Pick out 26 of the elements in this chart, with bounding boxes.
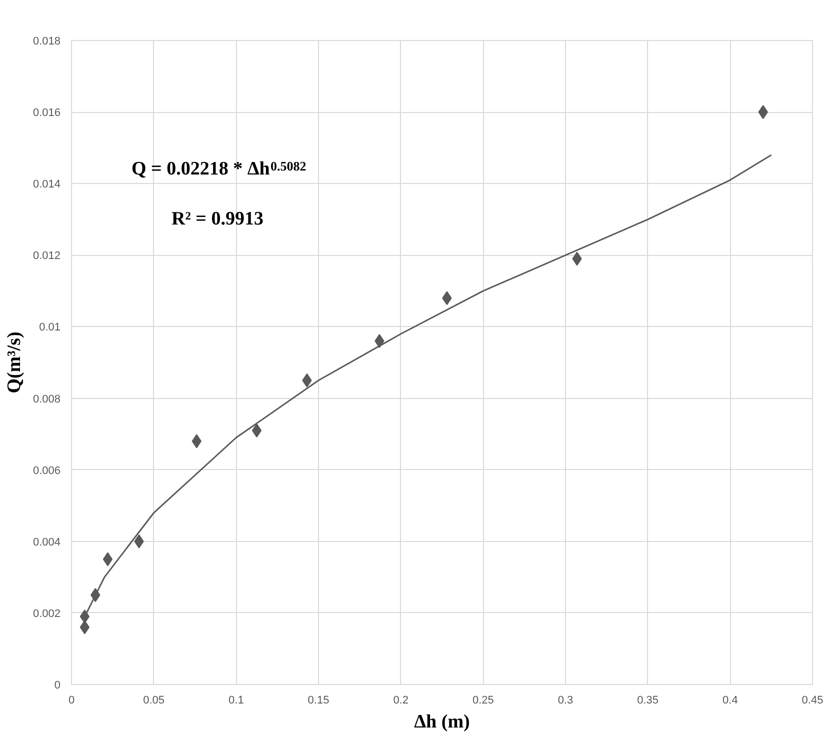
y-tick-label: 0.016 <box>32 107 61 120</box>
point <box>252 423 262 438</box>
y-tick-label: 0.004 <box>32 536 61 548</box>
x-tick-label: 0 <box>68 694 75 706</box>
y-tick-label: 0.014 <box>32 178 61 191</box>
x-tick-label: 0.45 <box>802 694 824 706</box>
y-tick-label: 0.018 <box>32 36 61 48</box>
y-tick-label: 0.008 <box>32 393 61 406</box>
y-tick-label: 0.012 <box>32 250 61 262</box>
x-tick-label: 0.4 <box>722 694 738 706</box>
x-tick-label: 0.35 <box>637 694 659 706</box>
x-tick-label: 0.25 <box>472 694 494 706</box>
x-tick-label: 0.15 <box>308 694 330 706</box>
point <box>80 620 90 634</box>
point <box>102 552 113 566</box>
y-tick-label: 0.002 <box>32 608 61 620</box>
x-axis-title: Δh (m) <box>414 712 470 732</box>
y-axis-title: Q(m³/s) <box>4 332 25 394</box>
x-tick-label: 0.3 <box>558 694 574 706</box>
y-tick-label: 0.01 <box>39 322 61 334</box>
y-tick-label: 0 <box>54 680 61 692</box>
x-tick-label: 0.1 <box>228 694 244 706</box>
y-tick-label: 0.006 <box>32 464 61 477</box>
x-tick-label: 0.2 <box>393 694 408 706</box>
x-tick-label: 0.05 <box>143 694 165 706</box>
annotation: R² = 0.9913 <box>172 208 264 230</box>
